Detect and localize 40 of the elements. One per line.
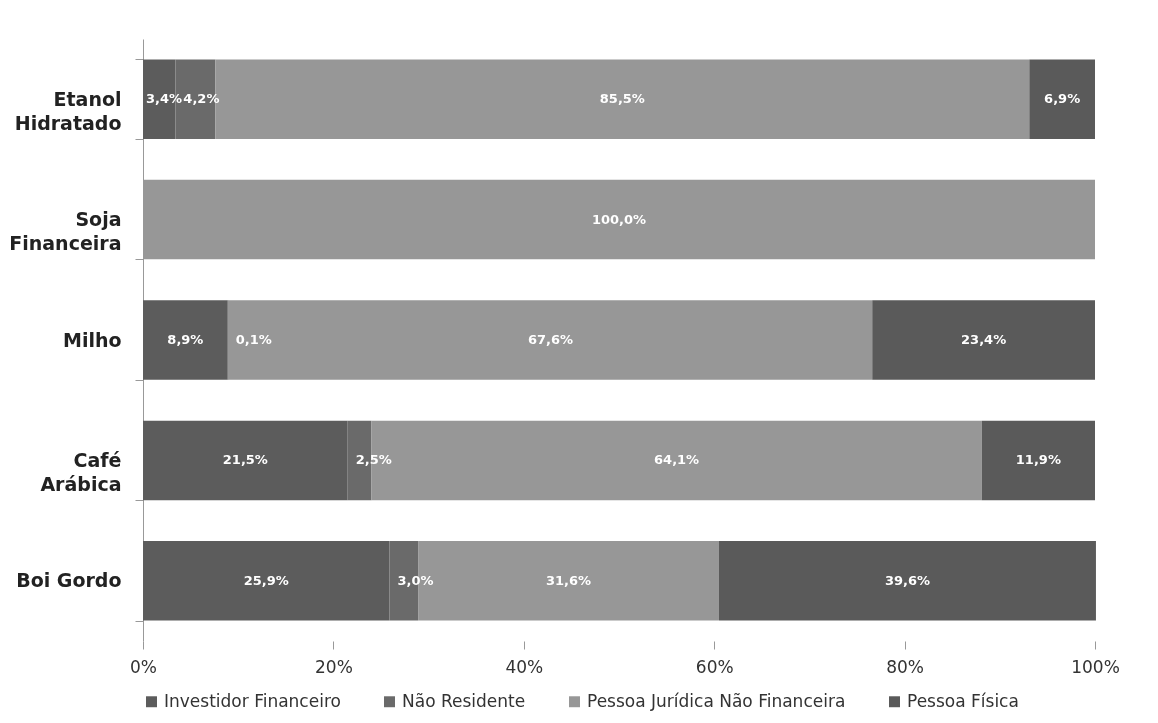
x-tick-label: 40%: [505, 656, 544, 677]
data-label: 3,4%: [146, 91, 183, 107]
bar: [228, 300, 873, 380]
data-label: 23,4%: [961, 332, 1007, 347]
y-tick-label: Boi Gordo: [16, 569, 122, 592]
data-label: 39,6%: [884, 572, 931, 588]
data-label: 3,0%: [397, 572, 434, 588]
data-label: 0,1%: [235, 332, 272, 347]
data-label: 11,9%: [1015, 452, 1061, 468]
data-label: 67,6%: [527, 332, 574, 347]
data-label: 4,2%: [183, 91, 220, 107]
data-label: 6,9%: [1044, 91, 1081, 107]
data-label: 64,1%: [654, 452, 700, 468]
bar: [718, 541, 1096, 621]
data-label: 85,5%: [599, 91, 645, 107]
bar: [143, 420, 348, 501]
legend-label: Pessoa Jurídica Não Financeira: [587, 690, 846, 711]
bar: [981, 420, 1095, 501]
data-label: 8,9%: [167, 332, 204, 347]
y-tick-label: Soja Financeira: [9, 208, 122, 255]
x-tick-label: 80%: [886, 656, 924, 677]
bar: [872, 300, 1095, 380]
data-label: 2,5%: [355, 452, 392, 468]
bar: [1029, 59, 1095, 139]
legend-label: Não Residente: [402, 690, 526, 711]
y-tick-label: Café Arábica: [40, 448, 122, 495]
bar: [143, 541, 390, 621]
y-tick-label: Etanol Hidratado: [14, 87, 122, 134]
data-label: 25,9%: [243, 572, 289, 588]
x-tick-label: 60%: [695, 656, 734, 677]
data-label: 100,0%: [591, 211, 647, 227]
data-label: 31,6%: [545, 572, 592, 588]
legend-label: Pessoa Física: [907, 690, 1019, 711]
x-tick-label: 100%: [1071, 656, 1120, 677]
legend-label: Investidor Financeiro: [164, 690, 341, 711]
x-tick-label: 0%: [130, 656, 157, 677]
y-tick-label: Milho: [62, 328, 122, 351]
x-tick-label: 20%: [315, 656, 353, 677]
bar: [143, 300, 228, 380]
data-label: 21,5%: [222, 452, 268, 468]
